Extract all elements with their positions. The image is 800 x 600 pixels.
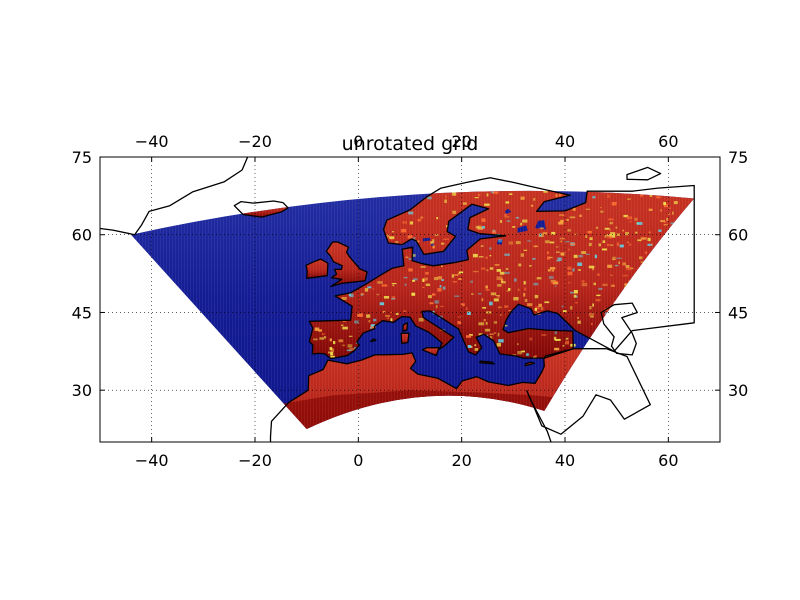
chart-title: unrotated grid xyxy=(342,133,479,155)
x-tick-label-bottom: 40 xyxy=(555,451,575,470)
coastlines xyxy=(100,157,695,442)
y-tick-label-right: 60 xyxy=(728,226,748,245)
x-tick-label-top: −20 xyxy=(238,132,272,151)
y-tick-label-left: 45 xyxy=(72,303,92,322)
x-tick-label-top: 40 xyxy=(555,132,575,151)
x-tick-label-bottom: −20 xyxy=(238,451,272,470)
gridlines xyxy=(100,157,720,442)
y-tick-label-right: 30 xyxy=(728,381,748,400)
x-tick-label-bottom: 0 xyxy=(353,451,363,470)
x-tick-label-top: 0 xyxy=(353,132,363,151)
y-tick-label-left: 30 xyxy=(72,381,92,400)
x-tick-label-bottom: 20 xyxy=(451,451,471,470)
y-tick-label-left: 60 xyxy=(72,226,92,245)
x-tick-label-bottom: −40 xyxy=(135,451,169,470)
y-tick-label-right: 45 xyxy=(728,303,748,322)
x-tick-label-top: 60 xyxy=(658,132,678,151)
y-tick-label-left: 75 xyxy=(72,148,92,167)
axes-frame xyxy=(99,156,721,443)
x-tick-label-bottom: 60 xyxy=(658,451,678,470)
axis-ticks: −40 −40 −20 −20 0 0 20 20 40 40 60 60 30 30 45 45 60 60 75… xyxy=(72,132,749,470)
x-tick-label-top: 20 xyxy=(451,132,471,151)
y-tick-label-right: 75 xyxy=(728,148,748,167)
x-tick-label-top: −40 xyxy=(135,132,169,151)
